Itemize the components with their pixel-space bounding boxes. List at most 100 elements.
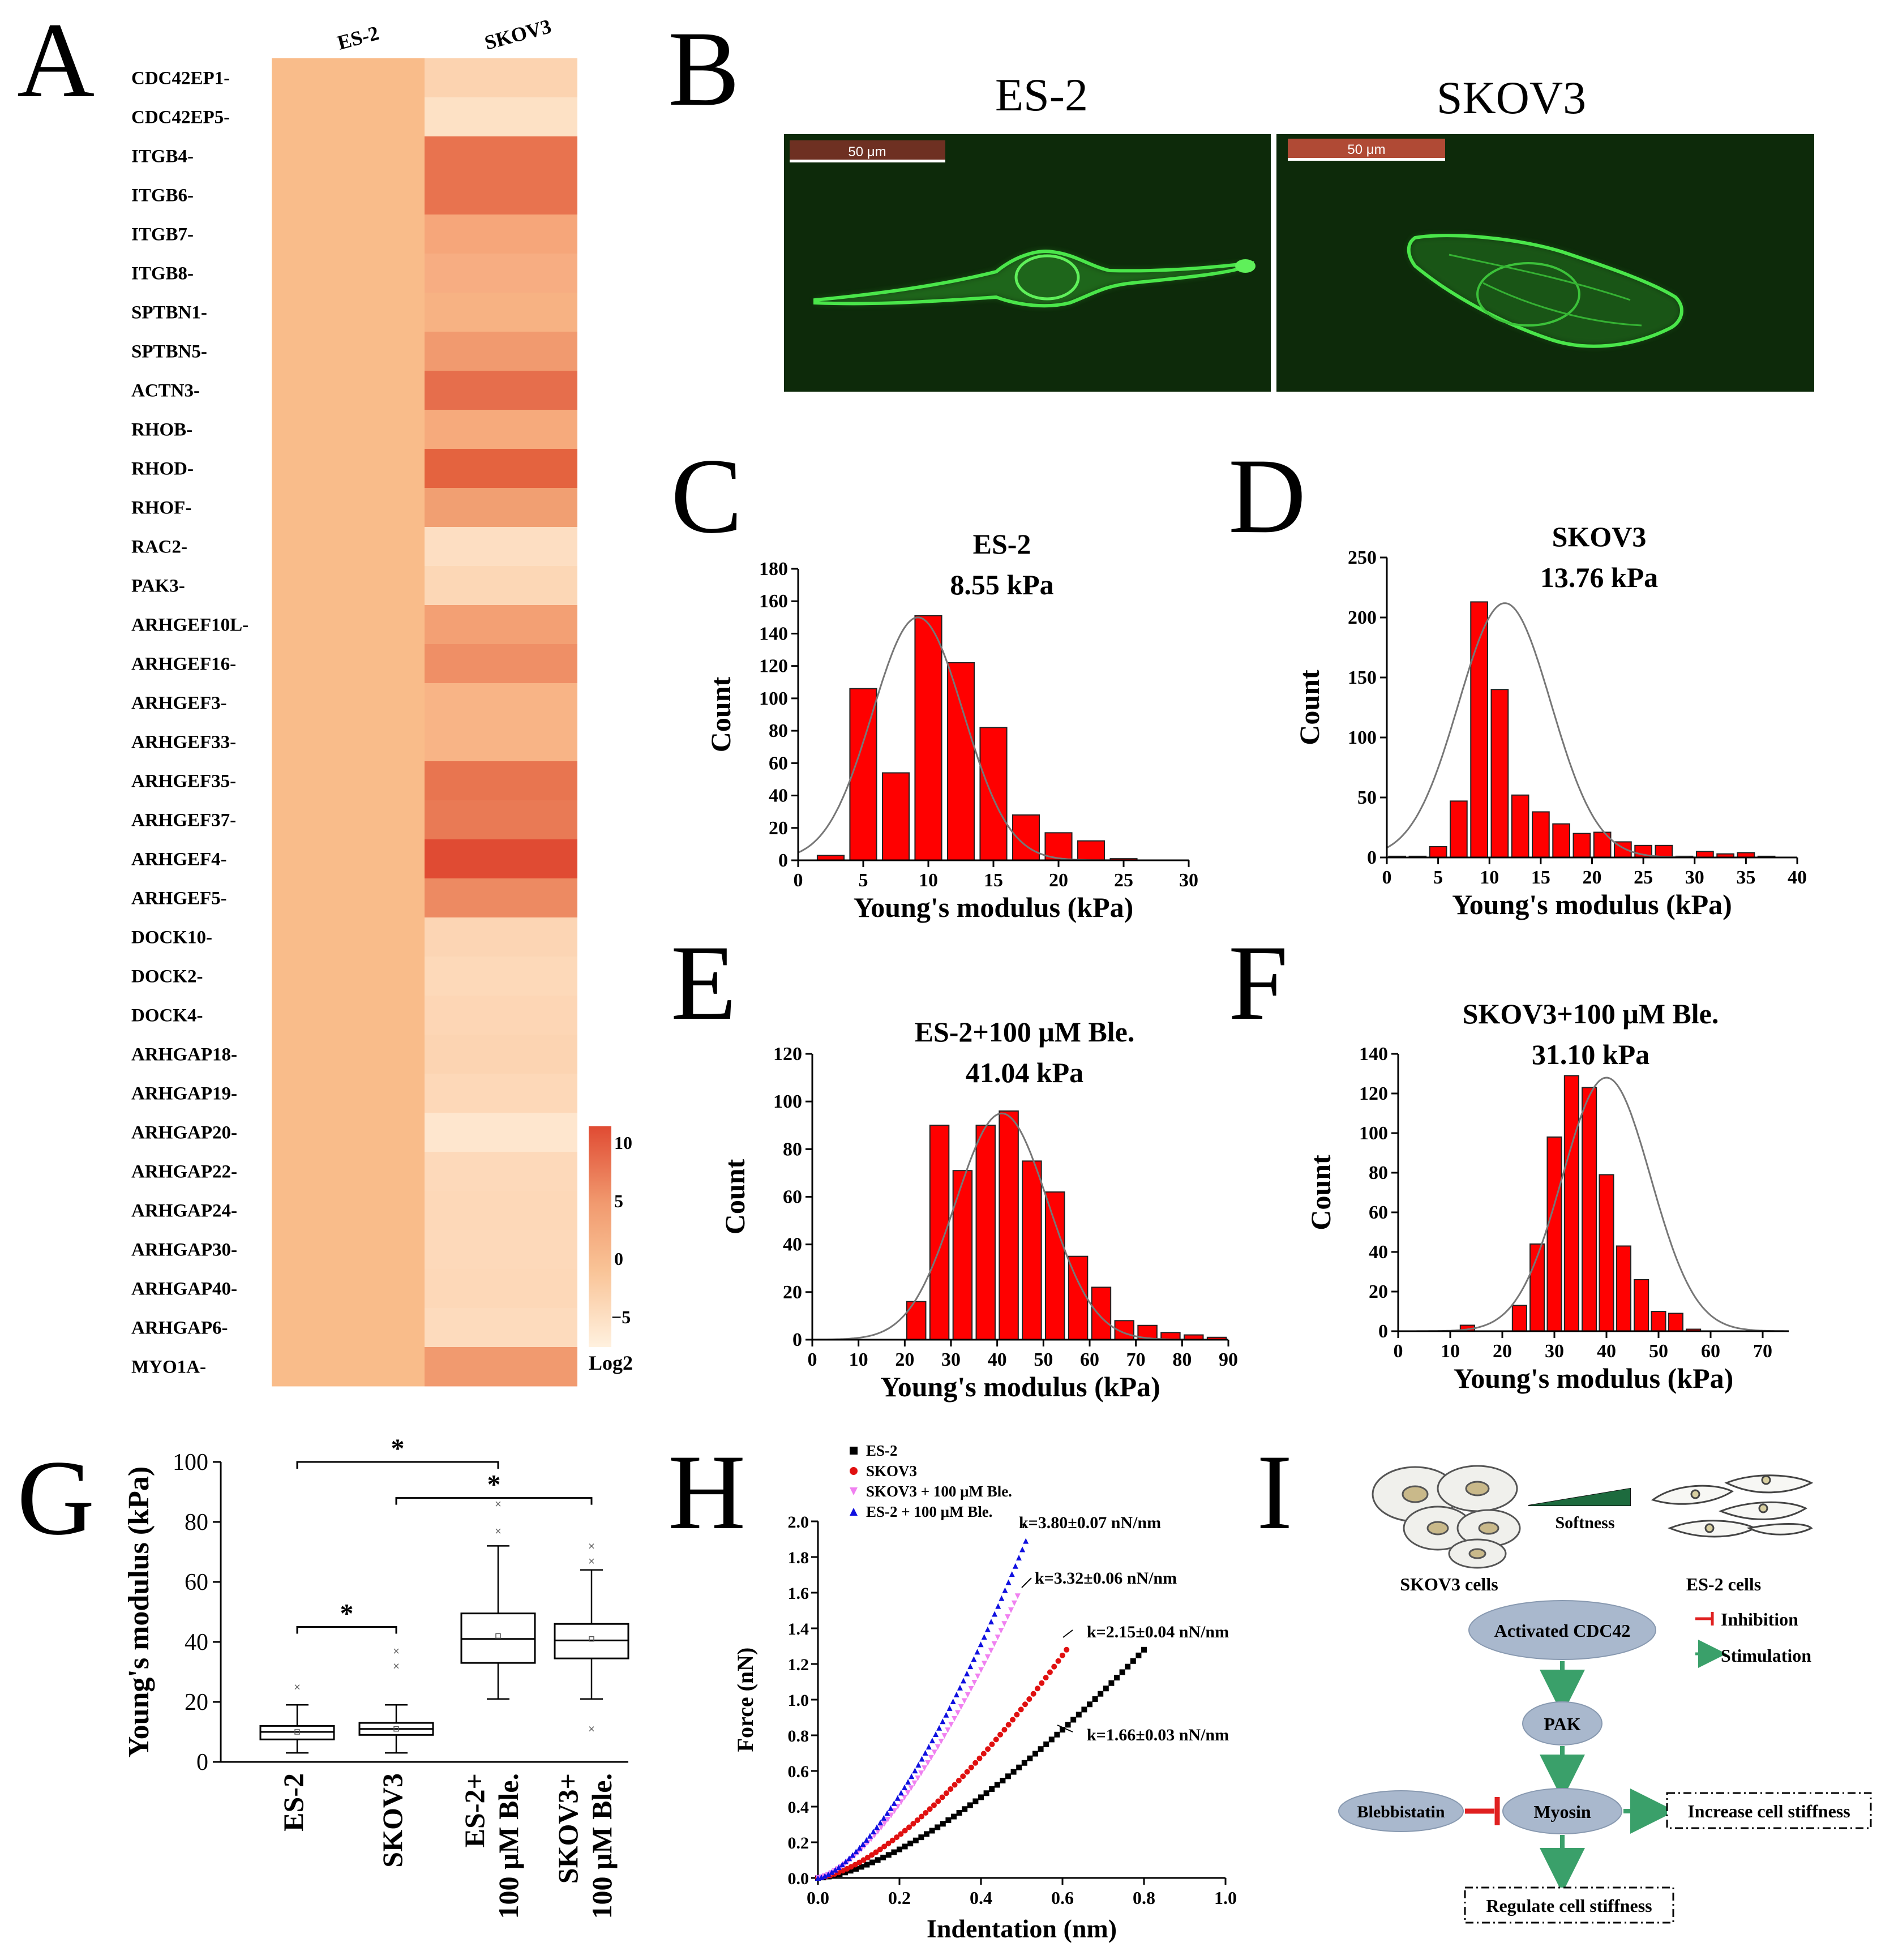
y-tick-label: 1.4 — [788, 1620, 809, 1639]
force-curve-panel: 0.0 0.2 0.4 0.6 0.8 1.0 0.0 0.2 0.4 0.6 0.8 1.0 1.2 1… — [732, 1442, 1237, 1943]
y-tick-label: 60 — [783, 1187, 802, 1208]
data-point — [914, 1817, 920, 1823]
skov3-cells-illustration — [1372, 1465, 1521, 1569]
heatmap-gene-labels: CDC42EP1- CDC42EP5- ITGB4- ITGB6- ITGB7- ITGB… — [131, 68, 248, 1378]
legend-entry: SKOV3 + 100 μM Ble. — [866, 1483, 1012, 1500]
data-point — [1026, 1696, 1032, 1702]
heatmap-gene-label: ITGB4- — [131, 147, 194, 167]
data-point — [847, 1868, 854, 1874]
data-point — [992, 1611, 998, 1617]
data-point — [905, 1790, 911, 1796]
data-point — [925, 1744, 932, 1750]
data-point — [1005, 1579, 1012, 1585]
significance-star: * — [391, 1434, 405, 1464]
data-point — [884, 1810, 890, 1816]
x-tick-label: 40 — [988, 1349, 1007, 1370]
mean-marker — [589, 1636, 594, 1642]
data-point — [911, 1780, 918, 1786]
y-tick-label: 80 — [769, 720, 788, 741]
heatmap-gene-label: ACTN3- — [131, 381, 200, 401]
heatmap-cell-skov3 — [425, 332, 577, 371]
heatmap-cell-es2 — [272, 215, 425, 254]
data-point — [936, 1725, 942, 1731]
data-point — [1130, 1658, 1136, 1664]
x-tick-label: 5 — [1433, 867, 1443, 888]
heatmap-gene-label: ARHGAP24- — [131, 1201, 237, 1221]
y-tick-label: 120 — [759, 656, 788, 677]
heatmap-gene-label: ITGB8- — [131, 264, 194, 284]
data-point — [1010, 1769, 1017, 1775]
x-tick-label: 20 — [1049, 870, 1068, 891]
data-point — [972, 1760, 979, 1766]
heatmap-cell-skov3 — [425, 605, 577, 645]
data-point — [902, 1828, 908, 1834]
data-point — [877, 1846, 883, 1852]
data-point — [927, 1806, 933, 1812]
y-tick-label: 200 — [1348, 607, 1377, 628]
histogram-es2-ble: 0 10 20 30 40 50 60 70 80 90 0 20 40 60 80 100 120 Young'… — [719, 1016, 1238, 1403]
histogram-es2: 0 5 10 15 20 25 30 0 20 40 60 80 100 120 140 160 180 Youn… — [705, 528, 1198, 923]
x-tick-label: 15 — [984, 870, 1003, 891]
category-label: 100 μM Ble. — [492, 1773, 524, 1919]
heatmap-gene-label: ARHGEF5- — [131, 889, 227, 909]
data-point — [961, 1678, 967, 1684]
y-tick-label: 0 — [196, 1749, 208, 1775]
panel-letter-i: I — [1257, 1433, 1292, 1552]
x-axis-label: Indentation (nm) — [927, 1914, 1117, 1943]
data-point — [1098, 1691, 1104, 1697]
y-tick-label: 60 — [769, 753, 788, 774]
data-point — [910, 1821, 916, 1827]
heatmap-panel: ES-2 SKOV3 CDC42EP1- CDC42EP5- ITGB4- ITGB6… — [131, 15, 633, 1387]
legend-entry: ES-2 — [866, 1442, 898, 1459]
data-point — [832, 1867, 838, 1873]
chart-title: SKOV3 — [1552, 521, 1647, 552]
histogram-bar — [881, 772, 910, 861]
data-point — [989, 1786, 995, 1792]
y-tick-label: 150 — [1348, 667, 1377, 688]
x-tick-label: 0 — [794, 870, 803, 891]
data-point — [1012, 1563, 1018, 1569]
data-point — [825, 1871, 832, 1877]
legend-entry: ES-2 + 100 μM Ble. — [866, 1503, 992, 1520]
x-tick-label: 50 — [1034, 1349, 1053, 1370]
data-point — [933, 1731, 939, 1738]
data-point — [928, 1755, 934, 1761]
y-tick-label: 20 — [1369, 1281, 1388, 1302]
data-point — [994, 1782, 1000, 1788]
data-point — [860, 1841, 866, 1847]
histogram-bar — [1616, 1245, 1631, 1332]
heatmap-cell-skov3 — [425, 996, 577, 1035]
data-point — [978, 1667, 984, 1673]
scalebar-label-es2: 50 μm — [848, 144, 886, 160]
data-point — [982, 1661, 987, 1667]
outlier-marker: × — [495, 1498, 502, 1511]
boxplot-panel: 0 20 40 60 80 100 Young's modulus (kPa) × ES-2 × ×… — [123, 1434, 629, 1919]
histogram-bar — [1470, 601, 1488, 858]
y-tick-label: 2.0 — [788, 1513, 809, 1532]
significance-bracket — [296, 1626, 397, 1634]
data-point — [1014, 1712, 1020, 1718]
y-axis-label: Count — [1305, 1155, 1336, 1230]
x-tick-label: 25 — [1634, 867, 1653, 888]
data-point — [864, 1854, 871, 1860]
x-tick-label: 0 — [808, 1349, 817, 1370]
data-point — [858, 1864, 864, 1870]
category-label: SKOV3+ — [552, 1773, 584, 1884]
data-point — [951, 1813, 957, 1820]
heatmap-gene-label: ARHGAP20- — [131, 1123, 237, 1143]
data-point — [869, 1852, 875, 1858]
panel-letter-d: D — [1228, 437, 1306, 556]
data-point — [984, 1626, 991, 1632]
x-tick-label: 0.4 — [970, 1888, 992, 1908]
scalebar-skov3 — [1288, 139, 1445, 160]
panel-letter-h: H — [668, 1433, 745, 1552]
data-point — [1014, 1593, 1021, 1599]
panel-letter-g: G — [17, 1439, 95, 1558]
panel-letter-a: A — [17, 1, 95, 120]
data-point — [1059, 1652, 1065, 1658]
node-myosin-label: Myosin — [1533, 1802, 1591, 1822]
data-point — [968, 1685, 974, 1692]
x-tick-label: 0.8 — [1133, 1888, 1155, 1908]
data-point — [962, 1806, 968, 1812]
data-point — [1119, 1669, 1125, 1675]
